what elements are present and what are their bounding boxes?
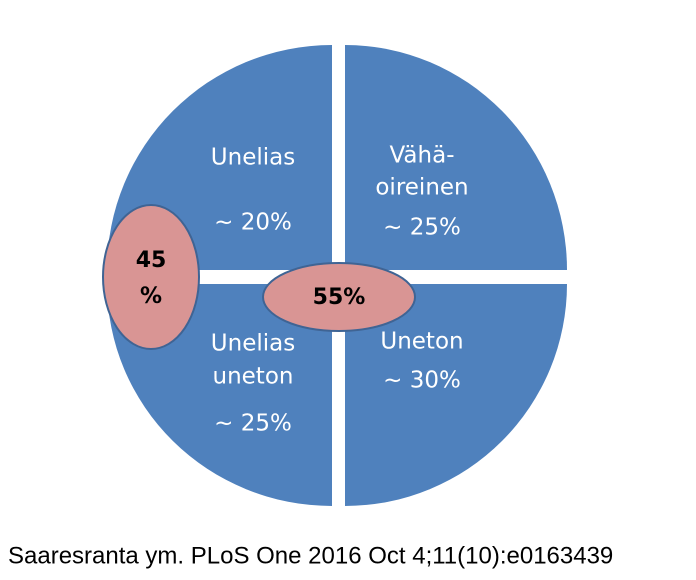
group-label: % xyxy=(140,284,162,309)
quadrant-share: ~ 20% xyxy=(214,210,292,236)
quadrant-share: ~ 30% xyxy=(383,368,461,394)
quadrant-label: Vähä- xyxy=(389,143,454,169)
quadrant-share: ~ 25% xyxy=(214,411,292,437)
quadrant-share: ~ 25% xyxy=(383,215,461,241)
caption: Saaresranta ym. PLoS One 2016 Oct 4;11(1… xyxy=(8,542,613,569)
quadrant xyxy=(345,284,567,506)
group-ellipse xyxy=(262,262,416,332)
quadrant xyxy=(345,45,567,270)
quadrant-label: Unelias xyxy=(211,331,295,357)
quadrant-label: Unelias xyxy=(211,145,295,171)
quadrant-label: Uneton xyxy=(380,329,463,355)
group-ellipse xyxy=(102,204,200,350)
group-label: 55% xyxy=(313,285,366,310)
group-label: 45 xyxy=(136,248,167,273)
quadrant-label: oireinen xyxy=(375,175,468,201)
quadrant-label: uneton xyxy=(213,364,294,390)
